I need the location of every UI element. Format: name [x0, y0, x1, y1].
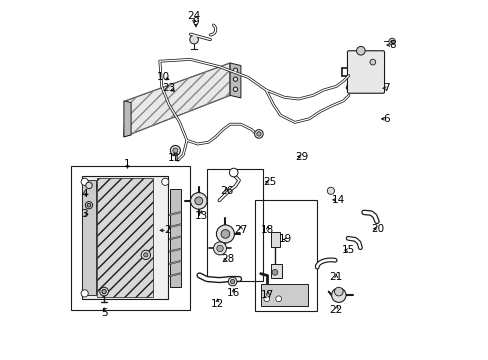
Text: 5: 5	[101, 308, 107, 318]
Circle shape	[390, 40, 393, 43]
Text: 10: 10	[157, 72, 170, 82]
Text: 23: 23	[162, 83, 175, 93]
Circle shape	[190, 193, 206, 209]
Polygon shape	[230, 63, 241, 98]
FancyBboxPatch shape	[347, 51, 384, 93]
Circle shape	[233, 68, 237, 72]
Circle shape	[369, 59, 375, 65]
Circle shape	[233, 77, 237, 81]
Text: 22: 22	[329, 305, 342, 315]
Circle shape	[213, 242, 226, 255]
Circle shape	[170, 145, 180, 156]
Circle shape	[388, 38, 394, 45]
Text: 24: 24	[187, 11, 200, 21]
Text: 26: 26	[220, 186, 233, 196]
Bar	[81, 176, 168, 299]
Text: 2: 2	[163, 225, 170, 235]
Text: 1: 1	[124, 159, 131, 169]
Circle shape	[102, 289, 106, 294]
Circle shape	[81, 178, 88, 185]
Text: 14: 14	[331, 195, 344, 205]
Circle shape	[194, 197, 203, 205]
Circle shape	[189, 35, 198, 44]
Text: 17: 17	[261, 290, 274, 300]
Circle shape	[256, 132, 261, 136]
Text: 27: 27	[234, 225, 247, 235]
Polygon shape	[169, 211, 181, 216]
Bar	[271, 264, 282, 278]
Text: 9: 9	[192, 17, 199, 27]
Text: 28: 28	[221, 254, 234, 264]
Text: 3: 3	[81, 209, 87, 219]
Circle shape	[221, 230, 229, 238]
Polygon shape	[169, 248, 181, 252]
Bar	[170, 189, 181, 287]
Polygon shape	[169, 224, 181, 228]
Text: 11: 11	[167, 153, 181, 163]
Text: 21: 21	[329, 272, 342, 282]
Circle shape	[233, 87, 237, 91]
Text: 25: 25	[263, 177, 276, 187]
Circle shape	[216, 225, 234, 243]
Circle shape	[81, 290, 88, 297]
Circle shape	[356, 46, 365, 55]
Text: 4: 4	[81, 189, 87, 199]
Circle shape	[87, 203, 91, 207]
Circle shape	[216, 245, 223, 252]
Text: 16: 16	[226, 288, 240, 298]
Text: 8: 8	[388, 40, 395, 50]
Text: 12: 12	[210, 299, 224, 309]
Text: 6: 6	[383, 114, 389, 124]
Circle shape	[254, 130, 263, 138]
Circle shape	[172, 148, 178, 153]
Circle shape	[326, 187, 334, 194]
Text: 18: 18	[261, 225, 274, 235]
Polygon shape	[123, 63, 230, 137]
Polygon shape	[169, 260, 181, 265]
Bar	[81, 180, 96, 295]
Polygon shape	[169, 273, 181, 277]
Bar	[271, 232, 280, 247]
Circle shape	[229, 168, 238, 177]
Circle shape	[228, 277, 237, 286]
Circle shape	[334, 287, 343, 296]
Text: 19: 19	[279, 234, 292, 244]
Text: 20: 20	[370, 224, 384, 234]
Bar	[206, 169, 262, 281]
Circle shape	[85, 182, 92, 189]
Text: 15: 15	[342, 245, 355, 255]
Circle shape	[230, 279, 234, 284]
Text: 29: 29	[295, 152, 308, 162]
Circle shape	[143, 253, 148, 257]
Circle shape	[264, 296, 269, 302]
Bar	[255, 200, 316, 311]
Bar	[260, 284, 307, 306]
Text: 13: 13	[194, 211, 207, 221]
Polygon shape	[169, 236, 181, 240]
Polygon shape	[123, 101, 131, 137]
Circle shape	[141, 250, 150, 260]
Bar	[71, 166, 189, 310]
Circle shape	[331, 288, 346, 302]
Circle shape	[271, 269, 277, 275]
Text: 7: 7	[383, 83, 389, 93]
Circle shape	[85, 202, 92, 209]
Bar	[97, 178, 153, 297]
Circle shape	[275, 296, 281, 302]
Circle shape	[100, 287, 108, 296]
Circle shape	[162, 178, 168, 185]
